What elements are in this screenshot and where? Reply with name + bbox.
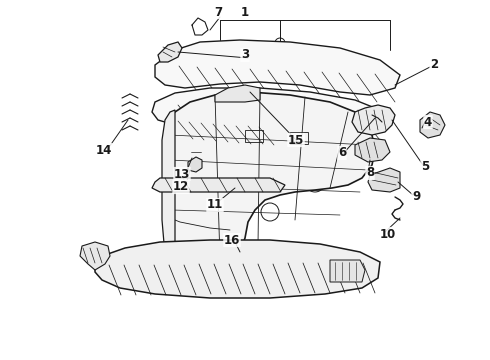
Polygon shape bbox=[352, 105, 395, 135]
Text: 2: 2 bbox=[430, 58, 438, 72]
Polygon shape bbox=[188, 157, 202, 172]
Text: 1: 1 bbox=[241, 5, 249, 18]
Text: 5: 5 bbox=[421, 161, 429, 174]
Text: 12: 12 bbox=[173, 180, 189, 194]
Polygon shape bbox=[368, 168, 400, 192]
Text: 7: 7 bbox=[214, 5, 222, 18]
Polygon shape bbox=[155, 40, 400, 95]
Polygon shape bbox=[330, 260, 365, 282]
Polygon shape bbox=[215, 85, 260, 102]
Polygon shape bbox=[80, 242, 110, 270]
Text: 14: 14 bbox=[96, 144, 112, 157]
Polygon shape bbox=[158, 42, 182, 62]
Polygon shape bbox=[355, 138, 390, 162]
Polygon shape bbox=[420, 112, 445, 138]
Text: 6: 6 bbox=[338, 147, 346, 159]
Polygon shape bbox=[165, 92, 375, 270]
Text: 16: 16 bbox=[224, 234, 240, 247]
Text: 4: 4 bbox=[424, 116, 432, 129]
Text: 13: 13 bbox=[174, 167, 190, 180]
Polygon shape bbox=[162, 110, 175, 260]
Polygon shape bbox=[152, 178, 285, 192]
Text: 3: 3 bbox=[241, 49, 249, 62]
Text: 8: 8 bbox=[366, 166, 374, 180]
Text: 15: 15 bbox=[288, 134, 304, 147]
Polygon shape bbox=[95, 240, 380, 298]
Text: 11: 11 bbox=[207, 198, 223, 211]
Polygon shape bbox=[152, 88, 390, 135]
Text: 10: 10 bbox=[380, 228, 396, 240]
Text: 9: 9 bbox=[412, 190, 420, 203]
